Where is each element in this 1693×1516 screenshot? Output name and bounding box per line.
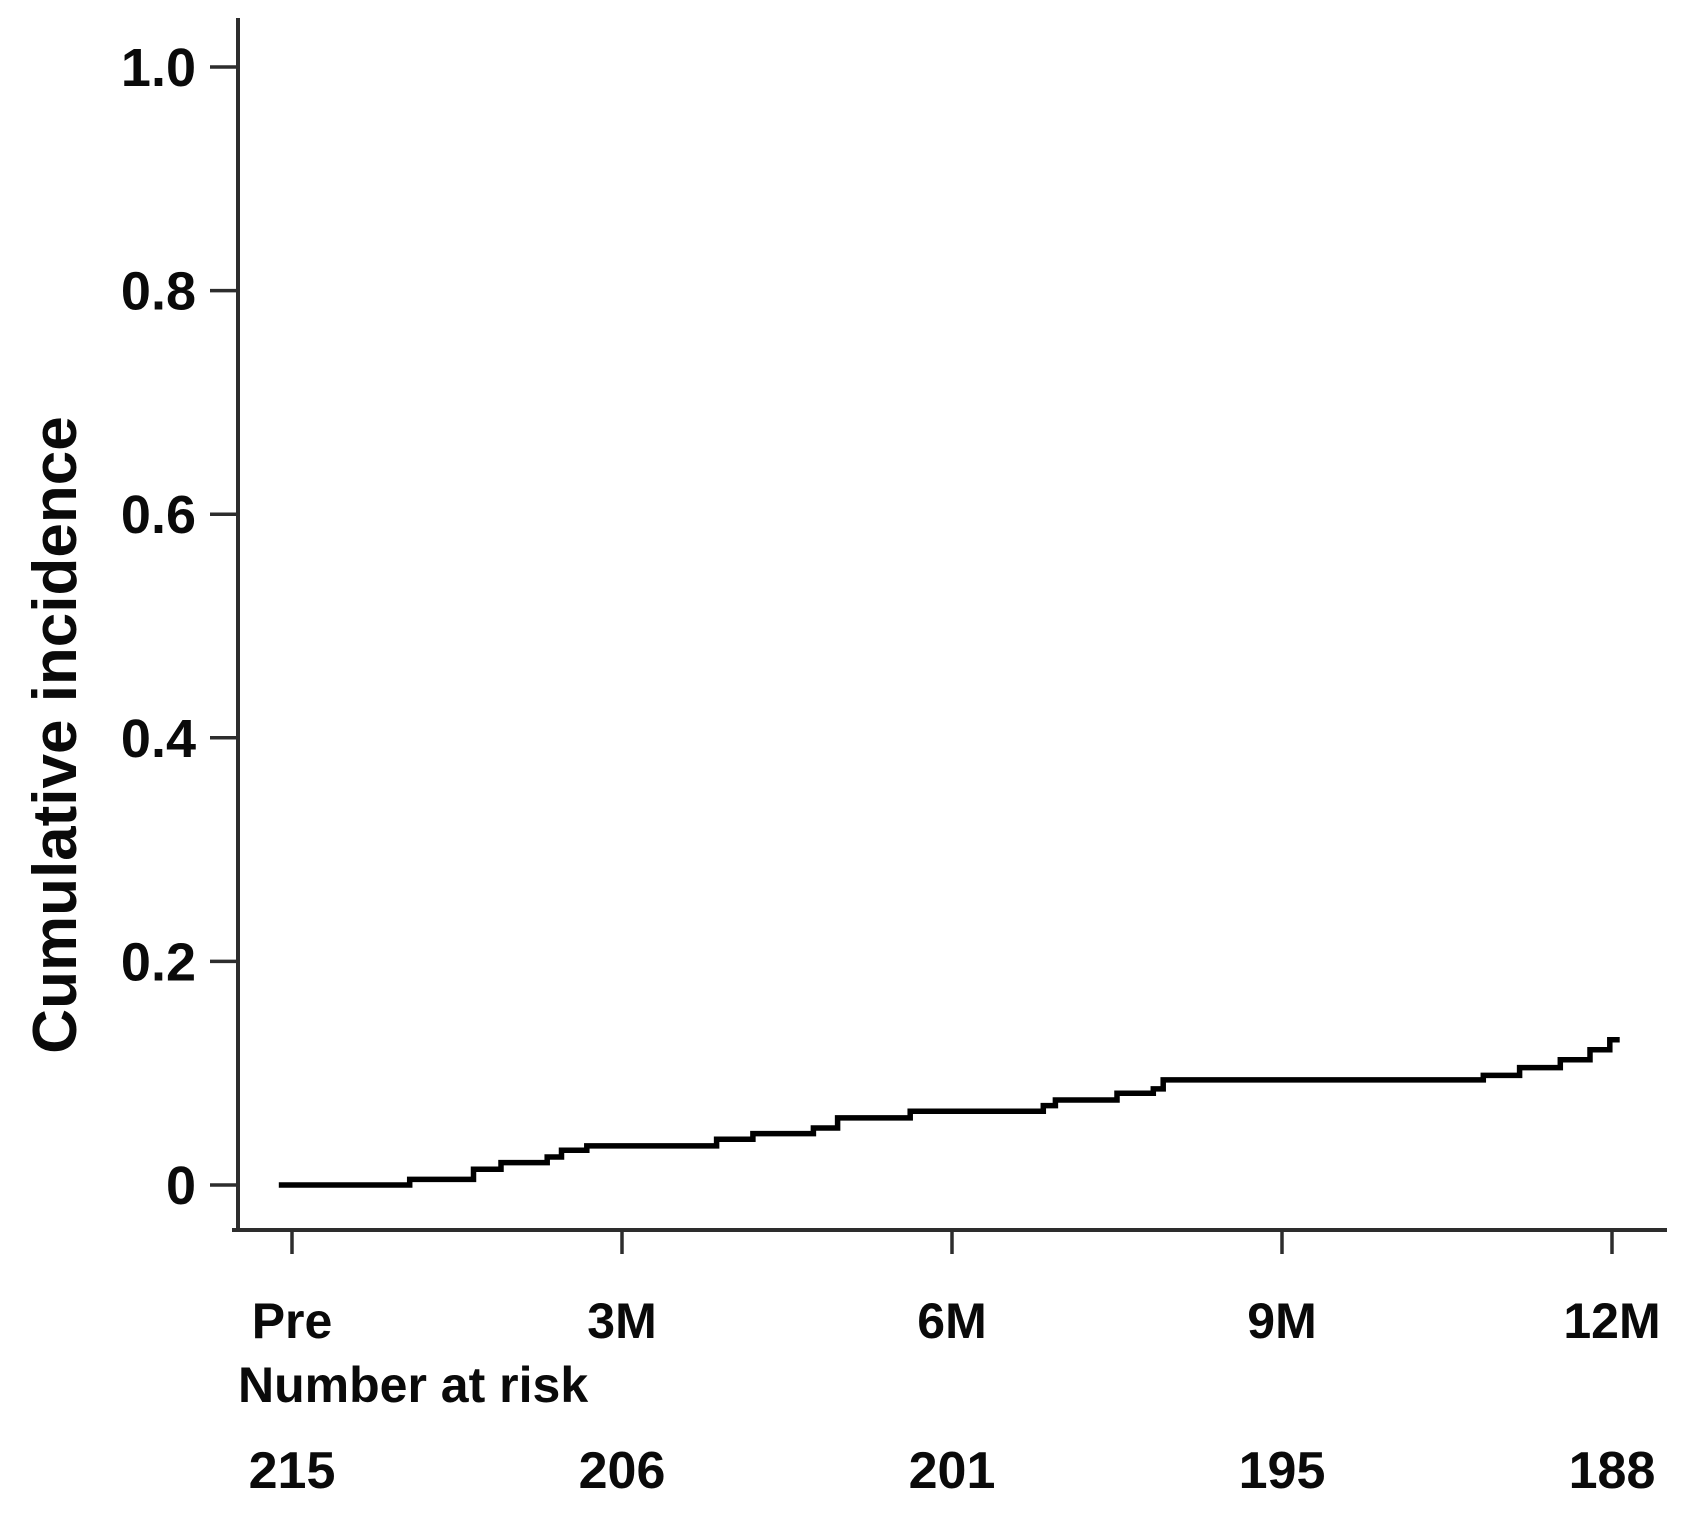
- y-axis-title: Cumulative incidence: [21, 416, 90, 1053]
- risk-count-12m: 188: [1569, 1442, 1656, 1500]
- risk-count-3m: 206: [579, 1442, 666, 1500]
- x-tick-label-pre: Pre: [252, 1293, 333, 1349]
- risk-count-pre: 215: [249, 1442, 336, 1500]
- risk-count-9m: 195: [1239, 1442, 1326, 1500]
- x-tick-label-12m: 12M: [1563, 1293, 1660, 1349]
- y-tick-label-0: 0: [166, 1156, 196, 1216]
- y-tick-label-0.6: 0.6: [121, 485, 196, 545]
- y-tick-label-0.2: 0.2: [121, 932, 196, 992]
- number-at-risk-heading: Number at risk: [238, 1357, 588, 1413]
- y-axis-ticks: [210, 65, 236, 1187]
- incidence-curve: [278, 1036, 1620, 1188]
- x-axis-ticks: [290, 1230, 1614, 1254]
- x-tick-label-9m: 9M: [1247, 1293, 1316, 1349]
- y-tick-label-1.0: 1.0: [121, 38, 196, 98]
- y-tick-label-0.4: 0.4: [121, 709, 196, 769]
- y-tick-label-0.8: 0.8: [121, 262, 196, 322]
- x-tick-label-6m: 6M: [917, 1293, 986, 1349]
- risk-count-6m: 201: [909, 1442, 996, 1500]
- x-tick-label-3m: 3M: [587, 1293, 656, 1349]
